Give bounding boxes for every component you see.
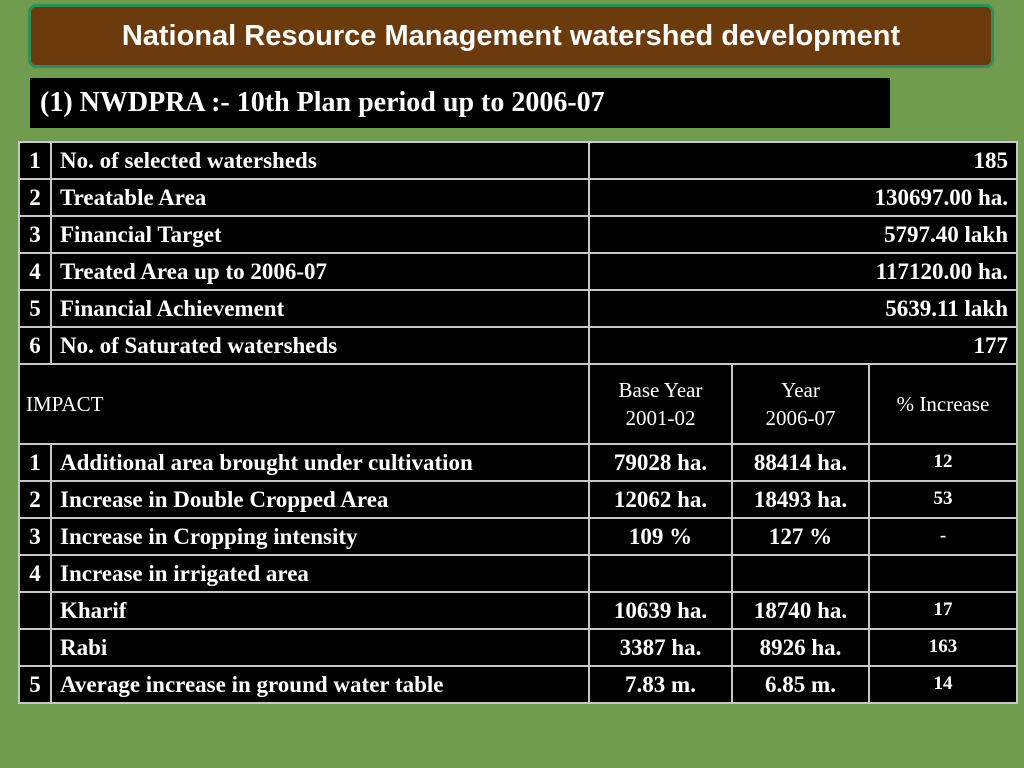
row-number: [18, 591, 52, 630]
summary-row: 5 Financial Achievement 5639.11 lakh: [18, 289, 1018, 328]
row-value: 130697.00 ha.: [588, 178, 1018, 217]
summary-row: 3 Financial Target 5797.40 lakh: [18, 215, 1018, 254]
row-label: Treatable Area: [50, 178, 590, 217]
row-label: Financial Target: [50, 215, 590, 254]
row-value: 177: [588, 326, 1018, 365]
impact-row: 4 Increase in irrigated area: [18, 554, 1018, 593]
row-number: 2: [18, 480, 52, 519]
title-banner: National Resource Management watershed d…: [28, 4, 994, 68]
row-label: Increase in Cropping intensity: [50, 517, 590, 556]
summary-row: 4 Treated Area up to 2006-07 117120.00 h…: [18, 252, 1018, 291]
year-value: [731, 554, 870, 593]
year-value: 88414 ha.: [731, 443, 870, 482]
base-year-value: 3387 ha.: [588, 628, 733, 667]
row-number: 2: [18, 178, 52, 217]
impact-label: IMPACT: [18, 363, 590, 445]
base-year-value: [588, 554, 733, 593]
increase-header: % Increase: [868, 363, 1018, 445]
increase-value: [868, 554, 1018, 593]
year-header: Year 2006-07: [731, 363, 870, 445]
year-value: 127 %: [731, 517, 870, 556]
increase-value: 53: [868, 480, 1018, 519]
summary-row: 6 No. of Saturated watersheds 177: [18, 326, 1018, 365]
row-number: 5: [18, 289, 52, 328]
increase-value: 163: [868, 628, 1018, 667]
row-label: No. of Saturated watersheds: [50, 326, 590, 365]
row-number: 3: [18, 517, 52, 556]
impact-row: 3 Increase in Cropping intensity 109 % 1…: [18, 517, 1018, 556]
year-value: 6.85 m.: [731, 665, 870, 704]
row-label: Rabi: [50, 628, 590, 667]
year-value: 18740 ha.: [731, 591, 870, 630]
base-year-header-line1: Base Year: [618, 378, 703, 402]
row-number: 1: [18, 141, 52, 180]
impact-row: 1 Additional area brought under cultivat…: [18, 443, 1018, 482]
row-number: 1: [18, 443, 52, 482]
base-year-value: 79028 ha.: [588, 443, 733, 482]
impact-row: Rabi 3387 ha. 8926 ha. 163: [18, 628, 1018, 667]
row-label: Additional area brought under cultivatio…: [50, 443, 590, 482]
increase-value: -: [868, 517, 1018, 556]
row-value: 185: [588, 141, 1018, 180]
row-label: Average increase in ground water table: [50, 665, 590, 704]
increase-value: 14: [868, 665, 1018, 704]
base-year-value: 12062 ha.: [588, 480, 733, 519]
row-value: 5797.40 lakh: [588, 215, 1018, 254]
row-number: 5: [18, 665, 52, 704]
increase-value: 12: [868, 443, 1018, 482]
row-number: 4: [18, 554, 52, 593]
page-title: National Resource Management watershed d…: [121, 19, 901, 52]
impact-row: Kharif 10639 ha. 18740 ha. 17: [18, 591, 1018, 630]
row-value: 5639.11 lakh: [588, 289, 1018, 328]
increase-value: 17: [868, 591, 1018, 630]
impact-row: 2 Increase in Double Cropped Area 12062 …: [18, 480, 1018, 519]
page-subtitle: (1) NWDPRA :- 10th Plan period up to 200…: [40, 87, 605, 118]
impact-header-row: IMPACT Base Year 2001-02 Year 2006-07 % …: [18, 363, 1018, 445]
row-label: No. of selected watersheds: [50, 141, 590, 180]
row-label: Kharif: [50, 591, 590, 630]
year-value: 8926 ha.: [731, 628, 870, 667]
row-number: 3: [18, 215, 52, 254]
summary-row: 1 No. of selected watersheds 185: [18, 141, 1018, 180]
row-value: 117120.00 ha.: [588, 252, 1018, 291]
base-year-value: 10639 ha.: [588, 591, 733, 630]
row-number: [18, 628, 52, 667]
row-label: Financial Achievement: [50, 289, 590, 328]
base-year-header-line2: 2001-02: [625, 406, 696, 430]
base-year-header: Base Year 2001-02: [588, 363, 733, 445]
year-value: 18493 ha.: [731, 480, 870, 519]
subtitle-banner: (1) NWDPRA :- 10th Plan period up to 200…: [30, 78, 890, 128]
base-year-value: 109 %: [588, 517, 733, 556]
watershed-table: 1 No. of selected watersheds 185 2 Treat…: [18, 141, 1018, 704]
row-label: Increase in irrigated area: [50, 554, 590, 593]
summary-row: 2 Treatable Area 130697.00 ha.: [18, 178, 1018, 217]
year-header-line1: Year: [781, 378, 820, 402]
impact-row: 5 Average increase in ground water table…: [18, 665, 1018, 704]
row-label: Increase in Double Cropped Area: [50, 480, 590, 519]
year-header-line2: 2006-07: [765, 406, 836, 430]
row-label: Treated Area up to 2006-07: [50, 252, 590, 291]
row-number: 6: [18, 326, 52, 365]
base-year-value: 7.83 m.: [588, 665, 733, 704]
row-number: 4: [18, 252, 52, 291]
